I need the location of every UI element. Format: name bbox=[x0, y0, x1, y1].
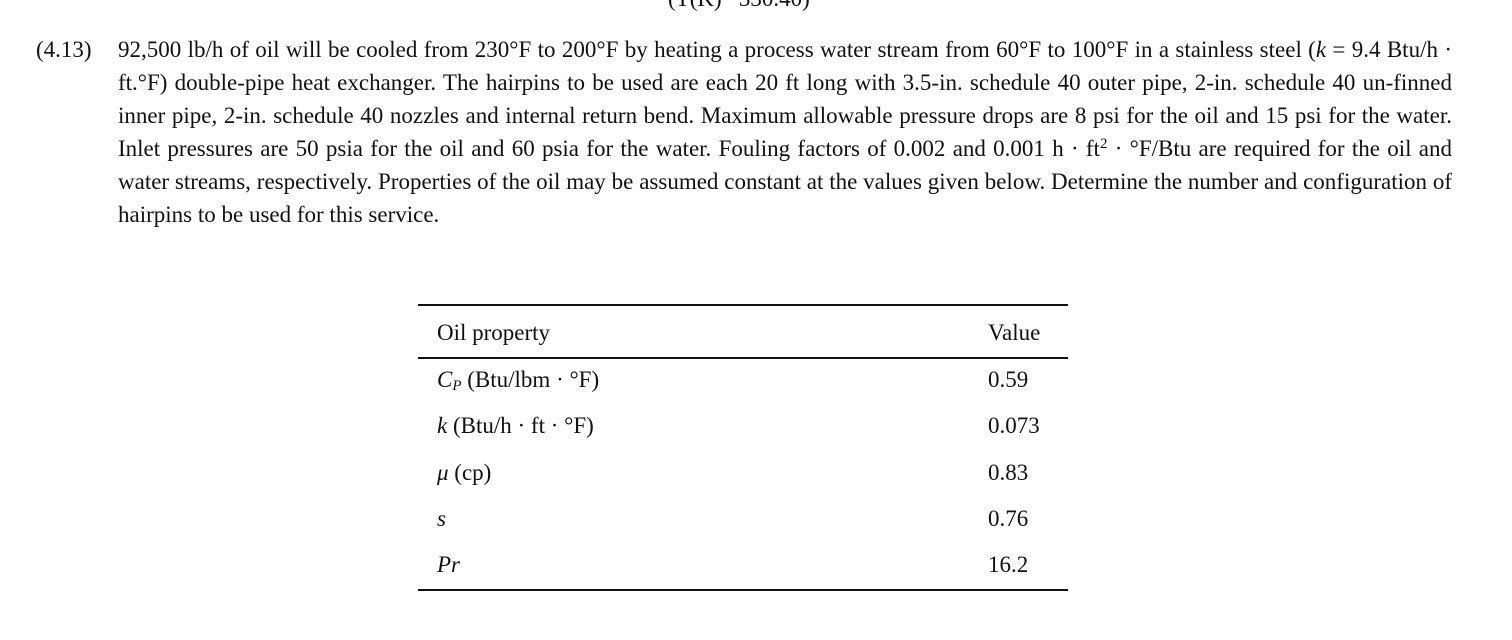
problem-text: 92,500 lb/h of oil will be cooled from 2… bbox=[118, 33, 1452, 231]
value-cell: 0.073 bbox=[988, 413, 1040, 438]
value-cell: 16.2 bbox=[988, 552, 1029, 577]
table-rule bbox=[418, 589, 1068, 591]
property-cell: μ (cp) bbox=[437, 458, 491, 488]
symbol: s bbox=[437, 506, 446, 531]
unit: (Btu/lbm · °F) bbox=[467, 367, 600, 392]
property-cell: Pr bbox=[437, 550, 460, 580]
superscript: 2 bbox=[1099, 136, 1108, 152]
symbol: k bbox=[437, 413, 448, 438]
problem-number: (4.13) bbox=[36, 37, 92, 62]
header-cell: Oil property bbox=[437, 320, 551, 345]
text: = 9.4 Btu/h · ft.°F) double-pipe heat ex… bbox=[118, 37, 1452, 161]
header-cell: Value bbox=[988, 320, 1041, 345]
symbol: Pr bbox=[437, 552, 460, 577]
value-cell: 0.76 bbox=[988, 506, 1029, 531]
value-cell: 0.59 bbox=[988, 367, 1029, 392]
symbol: C bbox=[437, 367, 453, 392]
table-rule bbox=[418, 304, 1068, 306]
unit: (cp) bbox=[454, 460, 492, 485]
text: · °F/Btu are required for the oil and wa… bbox=[118, 136, 1452, 227]
property-cell: s bbox=[437, 504, 446, 534]
property-cell: CP (Btu/lbm · °F) bbox=[437, 365, 599, 395]
table-rule bbox=[418, 357, 1068, 359]
symbol: μ bbox=[437, 460, 449, 485]
unit: (Btu/h · ft · °F) bbox=[452, 413, 594, 438]
value-cell: 0.83 bbox=[988, 460, 1029, 485]
cropped-fragment: (T(K) 330.40) bbox=[668, 0, 810, 12]
symbol: k bbox=[1315, 37, 1327, 62]
text: 92,500 lb/h of oil will be cooled from 2… bbox=[118, 37, 1316, 62]
property-cell: k (Btu/h · ft · °F) bbox=[437, 411, 594, 441]
subscript: P bbox=[452, 378, 462, 394]
